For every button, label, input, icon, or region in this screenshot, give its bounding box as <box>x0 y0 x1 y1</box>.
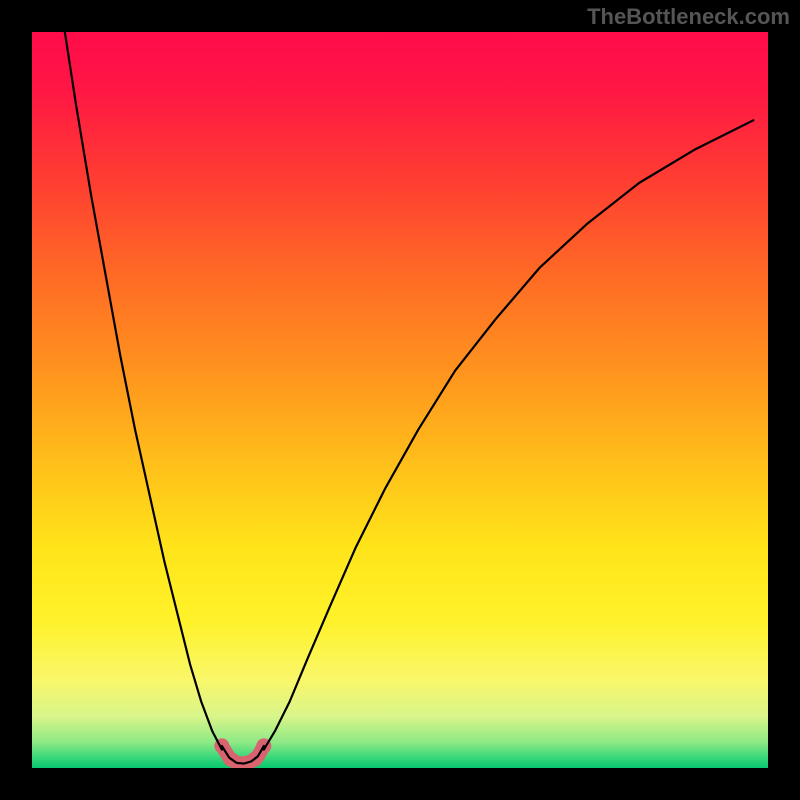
plot-area <box>32 32 768 768</box>
watermark-text: TheBottleneck.com <box>587 4 790 30</box>
gradient-background <box>32 32 768 768</box>
plot-svg <box>32 32 768 768</box>
